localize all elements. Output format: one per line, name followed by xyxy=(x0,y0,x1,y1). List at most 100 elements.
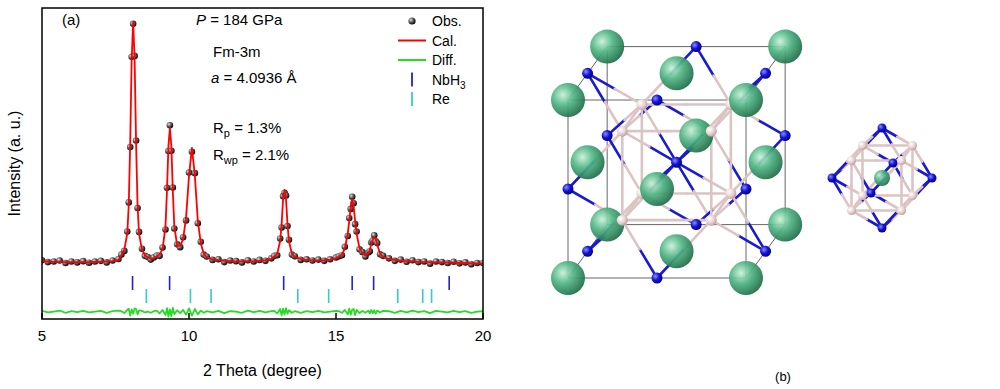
reflection-tick xyxy=(448,276,450,290)
legend-symbol xyxy=(408,17,415,24)
h-atom xyxy=(780,130,791,141)
nb-atom xyxy=(874,170,890,186)
h-atom xyxy=(671,157,682,168)
nb-atom xyxy=(571,145,605,179)
bond xyxy=(730,149,733,194)
annotation: (a) xyxy=(62,11,80,28)
bond xyxy=(622,130,667,133)
annotation: Fm-3m xyxy=(213,43,261,60)
unit-cell xyxy=(551,30,802,295)
obs-point xyxy=(80,258,87,265)
reflection-tick xyxy=(351,276,353,290)
h-atom xyxy=(760,68,771,79)
h-atom xyxy=(602,130,613,141)
h-atom xyxy=(563,184,574,195)
y-axis-label: Intensity (a. u.) xyxy=(6,111,23,217)
legend-symbol xyxy=(411,92,413,106)
reflection-tick xyxy=(373,276,375,290)
reflection-tick xyxy=(169,276,171,290)
h-atom xyxy=(617,126,628,137)
text-span: 3 xyxy=(460,80,466,91)
obs-point xyxy=(239,259,246,266)
legend-label: NbH3 xyxy=(432,72,466,91)
x-tick-label: 15 xyxy=(328,327,345,344)
text-span: = 1.3% xyxy=(230,119,281,136)
legend-symbol xyxy=(398,40,426,42)
bond xyxy=(621,176,624,221)
h-atom xyxy=(652,273,663,284)
obs-point xyxy=(427,260,434,267)
legend-label: Re xyxy=(432,91,450,107)
text-span: = 4.0936 Å xyxy=(219,69,296,86)
h-atom xyxy=(652,95,663,106)
obs-point xyxy=(245,257,252,264)
h-cage xyxy=(828,124,937,233)
x-tick xyxy=(335,313,337,319)
h-atom xyxy=(741,184,752,195)
text-span: = 184 GPa xyxy=(206,11,283,28)
x-tick-label: 20 xyxy=(475,327,492,344)
h-atom xyxy=(847,156,856,165)
h-atom xyxy=(636,99,647,110)
text-span: a xyxy=(211,69,219,86)
x-tick xyxy=(482,313,484,319)
series-line xyxy=(42,308,483,317)
text-span: wp xyxy=(223,154,238,166)
h-atom xyxy=(889,159,898,168)
nb-atom xyxy=(729,83,763,117)
plot-data xyxy=(42,21,483,317)
bond xyxy=(686,192,731,195)
bond xyxy=(730,104,733,149)
h-atom xyxy=(928,174,937,183)
h-atom xyxy=(691,219,702,230)
h-atom xyxy=(897,206,906,215)
nb-atom xyxy=(749,145,783,179)
bond xyxy=(667,219,712,222)
annotation: P = 184 GPa xyxy=(196,11,283,28)
legend-symbol xyxy=(411,73,413,87)
h-atom xyxy=(760,246,771,257)
figure: 5 10 15 20 2 Theta (degree) Intensity (a. u.)… xyxy=(0,0,1000,389)
h-atom xyxy=(828,174,837,183)
text-span: R xyxy=(213,119,224,136)
nb-atom xyxy=(551,261,585,295)
legend: Obs.Cal.Diff.NbH3Re xyxy=(398,13,466,107)
bond xyxy=(622,219,667,222)
legend-label: Cal. xyxy=(432,33,457,49)
annotation: Rp = 1.3% xyxy=(213,119,281,139)
nb-atom xyxy=(551,83,585,117)
text-span: = 2.1% xyxy=(238,146,289,163)
text-span: NbH xyxy=(432,72,460,88)
bond xyxy=(641,104,644,149)
reflection-tick xyxy=(210,289,212,303)
h-atom xyxy=(867,189,876,198)
x-axis-label: 2 Theta (degree) xyxy=(203,362,322,379)
bond xyxy=(642,103,687,106)
text-span: P xyxy=(196,11,206,28)
nb-atom xyxy=(768,208,802,242)
x-tick-label: 10 xyxy=(181,327,198,344)
nb-atom xyxy=(768,30,802,64)
h-atom xyxy=(725,188,736,199)
reflection-tick xyxy=(422,289,424,303)
annotation: a = 4.0936 Å xyxy=(211,69,297,86)
h-atom xyxy=(706,126,717,137)
reflection-tick xyxy=(132,276,134,290)
bond xyxy=(621,131,624,176)
nb-atom xyxy=(729,261,763,295)
legend-symbol xyxy=(398,59,426,61)
h-atom xyxy=(908,191,917,200)
reflection-tick xyxy=(328,289,330,303)
h-atom xyxy=(706,215,717,226)
reflection-tick xyxy=(190,289,192,303)
x-tick-label: 5 xyxy=(38,327,46,344)
h-atom xyxy=(908,141,917,150)
h-atom xyxy=(617,215,628,226)
bond xyxy=(710,176,713,221)
annotation: Rwp = 2.1% xyxy=(213,146,289,166)
h-atom xyxy=(847,206,856,215)
h-atom xyxy=(582,68,593,79)
reflection-tick xyxy=(431,289,433,303)
series-line xyxy=(42,22,483,264)
text-span: R xyxy=(213,146,224,163)
